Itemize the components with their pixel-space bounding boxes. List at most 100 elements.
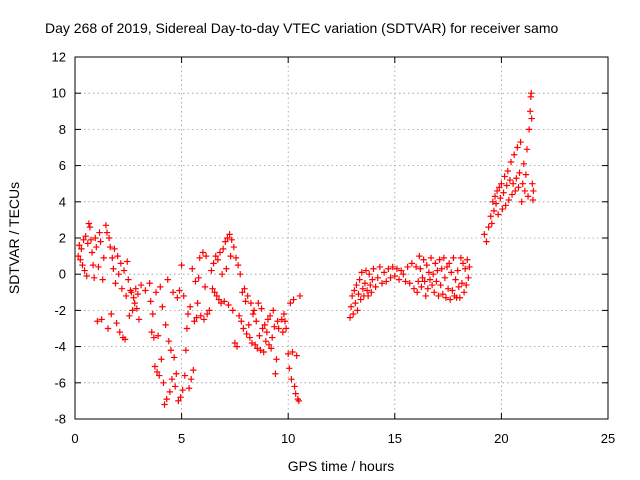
data-point bbox=[378, 280, 386, 287]
y-axis: -8 -6 -4 -2 0 2 4 6 8 10 12 bbox=[52, 50, 608, 427]
data-point bbox=[201, 283, 209, 291]
data-point bbox=[89, 261, 97, 269]
x-axis-label: GPS time / hours bbox=[288, 458, 395, 474]
data-point bbox=[383, 278, 390, 285]
data-point bbox=[244, 292, 251, 300]
data-point bbox=[262, 337, 270, 345]
data-point bbox=[104, 325, 112, 332]
data-point bbox=[464, 256, 471, 263]
data-point bbox=[184, 310, 192, 318]
data-point bbox=[168, 375, 176, 383]
data-point bbox=[95, 263, 102, 271]
data-point bbox=[118, 285, 126, 292]
data-point bbox=[426, 276, 434, 283]
data-point bbox=[424, 285, 432, 292]
data-point bbox=[124, 258, 131, 265]
data-point bbox=[456, 294, 464, 301]
data-point bbox=[504, 167, 511, 175]
data-point bbox=[161, 401, 168, 408]
data-point bbox=[510, 151, 518, 158]
data-point bbox=[395, 276, 403, 283]
data-point bbox=[192, 278, 199, 285]
data-point bbox=[261, 321, 268, 329]
data-point bbox=[402, 278, 409, 285]
data-point bbox=[131, 299, 138, 307]
data-point bbox=[523, 146, 531, 153]
chart-title: Day 268 of 2019, Sidereal Day-to-day VTE… bbox=[45, 20, 558, 36]
data-point bbox=[279, 328, 287, 336]
data-point bbox=[290, 296, 297, 303]
data-point bbox=[454, 267, 461, 274]
data-point bbox=[126, 312, 133, 320]
data-point bbox=[112, 280, 119, 287]
data-point bbox=[502, 202, 509, 209]
data-point bbox=[214, 256, 222, 263]
data-point bbox=[487, 213, 494, 220]
data-point bbox=[492, 200, 500, 207]
data-point bbox=[190, 366, 197, 374]
data-point bbox=[212, 252, 219, 260]
data-point bbox=[507, 158, 515, 166]
data-point bbox=[245, 321, 252, 329]
data-point bbox=[80, 236, 87, 244]
data-point bbox=[247, 299, 255, 307]
data-point bbox=[442, 294, 450, 301]
data-point bbox=[385, 265, 392, 272]
data-point bbox=[225, 301, 232, 309]
y-tick-label: 12 bbox=[52, 50, 66, 65]
data-point bbox=[100, 254, 107, 262]
data-point bbox=[481, 231, 488, 238]
data-point bbox=[199, 249, 207, 256]
data-point bbox=[280, 310, 288, 318]
data-point bbox=[370, 265, 377, 272]
data-point bbox=[256, 332, 263, 339]
data-point bbox=[209, 285, 216, 292]
data-point bbox=[154, 332, 162, 339]
data-point bbox=[518, 198, 525, 205]
data-point bbox=[400, 271, 407, 278]
data-point bbox=[431, 289, 438, 296]
data-point bbox=[226, 231, 233, 238]
data-point bbox=[266, 312, 274, 320]
data-point bbox=[458, 280, 466, 287]
data-point bbox=[186, 303, 194, 310]
x-tick-label: 20 bbox=[494, 431, 508, 446]
data-point bbox=[77, 256, 84, 263]
data-point bbox=[81, 267, 88, 274]
data-point bbox=[513, 175, 520, 182]
data-point bbox=[130, 294, 137, 301]
data-point bbox=[528, 90, 535, 97]
data-point bbox=[295, 397, 303, 405]
data-point bbox=[269, 334, 276, 341]
data-point bbox=[175, 397, 182, 405]
data-point bbox=[514, 144, 521, 151]
data-point bbox=[516, 169, 523, 177]
data-point bbox=[412, 263, 420, 271]
data-point bbox=[105, 234, 113, 242]
y-tick-label: 2 bbox=[59, 231, 66, 246]
x-tick-label: 5 bbox=[178, 431, 185, 446]
data-point bbox=[501, 173, 508, 180]
data-point bbox=[249, 310, 257, 318]
data-point bbox=[224, 234, 231, 242]
data-point bbox=[524, 193, 532, 200]
data-point bbox=[530, 187, 537, 195]
data-point bbox=[419, 274, 426, 282]
data-point bbox=[97, 238, 104, 245]
data-point bbox=[347, 303, 355, 310]
data-point bbox=[420, 256, 427, 263]
data-point bbox=[253, 318, 260, 325]
data-point bbox=[173, 370, 180, 377]
data-point bbox=[113, 319, 120, 327]
data-point bbox=[88, 249, 96, 256]
data-point bbox=[522, 171, 530, 178]
data-point bbox=[505, 196, 513, 204]
data-point bbox=[99, 276, 106, 283]
data-point bbox=[353, 281, 360, 289]
data-point bbox=[120, 267, 128, 274]
data-point bbox=[264, 316, 272, 323]
data-point bbox=[296, 292, 304, 300]
data-point bbox=[495, 211, 502, 218]
data-point bbox=[221, 298, 228, 305]
data-point bbox=[211, 289, 218, 296]
